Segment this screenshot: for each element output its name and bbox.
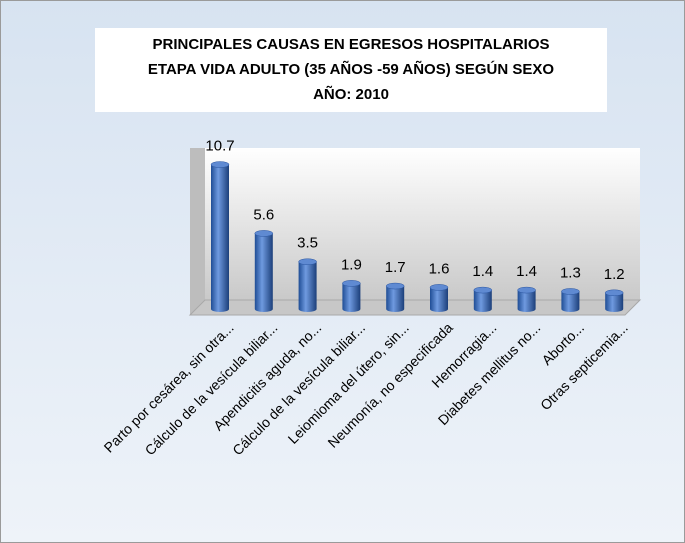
bar: [386, 286, 405, 312]
value-label: 1.4: [472, 263, 493, 280]
chart-title: AÑO: 2010: [313, 85, 389, 103]
chart-title: PRINCIPALES CAUSAS EN EGRESOS HOSPITALAR…: [153, 36, 550, 53]
value-label: 1.9: [341, 256, 362, 273]
bar: [473, 290, 492, 312]
bar-cap: [210, 161, 230, 168]
side-wall: [190, 148, 205, 315]
bar: [561, 291, 580, 312]
value-label: 1.6: [429, 260, 450, 277]
chart-title: ETAPA VIDA ADULTO (35 AÑOS -59 AÑOS) SEG…: [148, 60, 554, 78]
bar: [430, 287, 448, 312]
bar: [211, 164, 229, 312]
back-wall: [205, 148, 640, 300]
value-label: 1.4: [516, 263, 537, 280]
value-label: 5.6: [253, 206, 274, 223]
value-label: 1.2: [604, 266, 625, 283]
bar: [517, 290, 536, 312]
title-box: [95, 28, 607, 112]
value-label: 10.7: [205, 138, 234, 155]
bar-cap: [561, 288, 580, 295]
bar: [605, 292, 624, 312]
value-label: 3.5: [297, 235, 318, 252]
bar-cap: [429, 284, 449, 291]
bar-cap: [342, 280, 361, 287]
bar-cap: [298, 258, 317, 265]
bar-cap: [517, 286, 536, 294]
bar: [254, 233, 273, 312]
bar: [342, 283, 361, 312]
bar-cap: [254, 230, 274, 237]
value-label: 1.7: [385, 259, 406, 276]
bar-cap: [604, 289, 624, 297]
bar-cap: [385, 282, 405, 290]
bar: [298, 261, 317, 312]
bar-cap: [473, 286, 493, 294]
value-label: 1.3: [560, 264, 581, 281]
